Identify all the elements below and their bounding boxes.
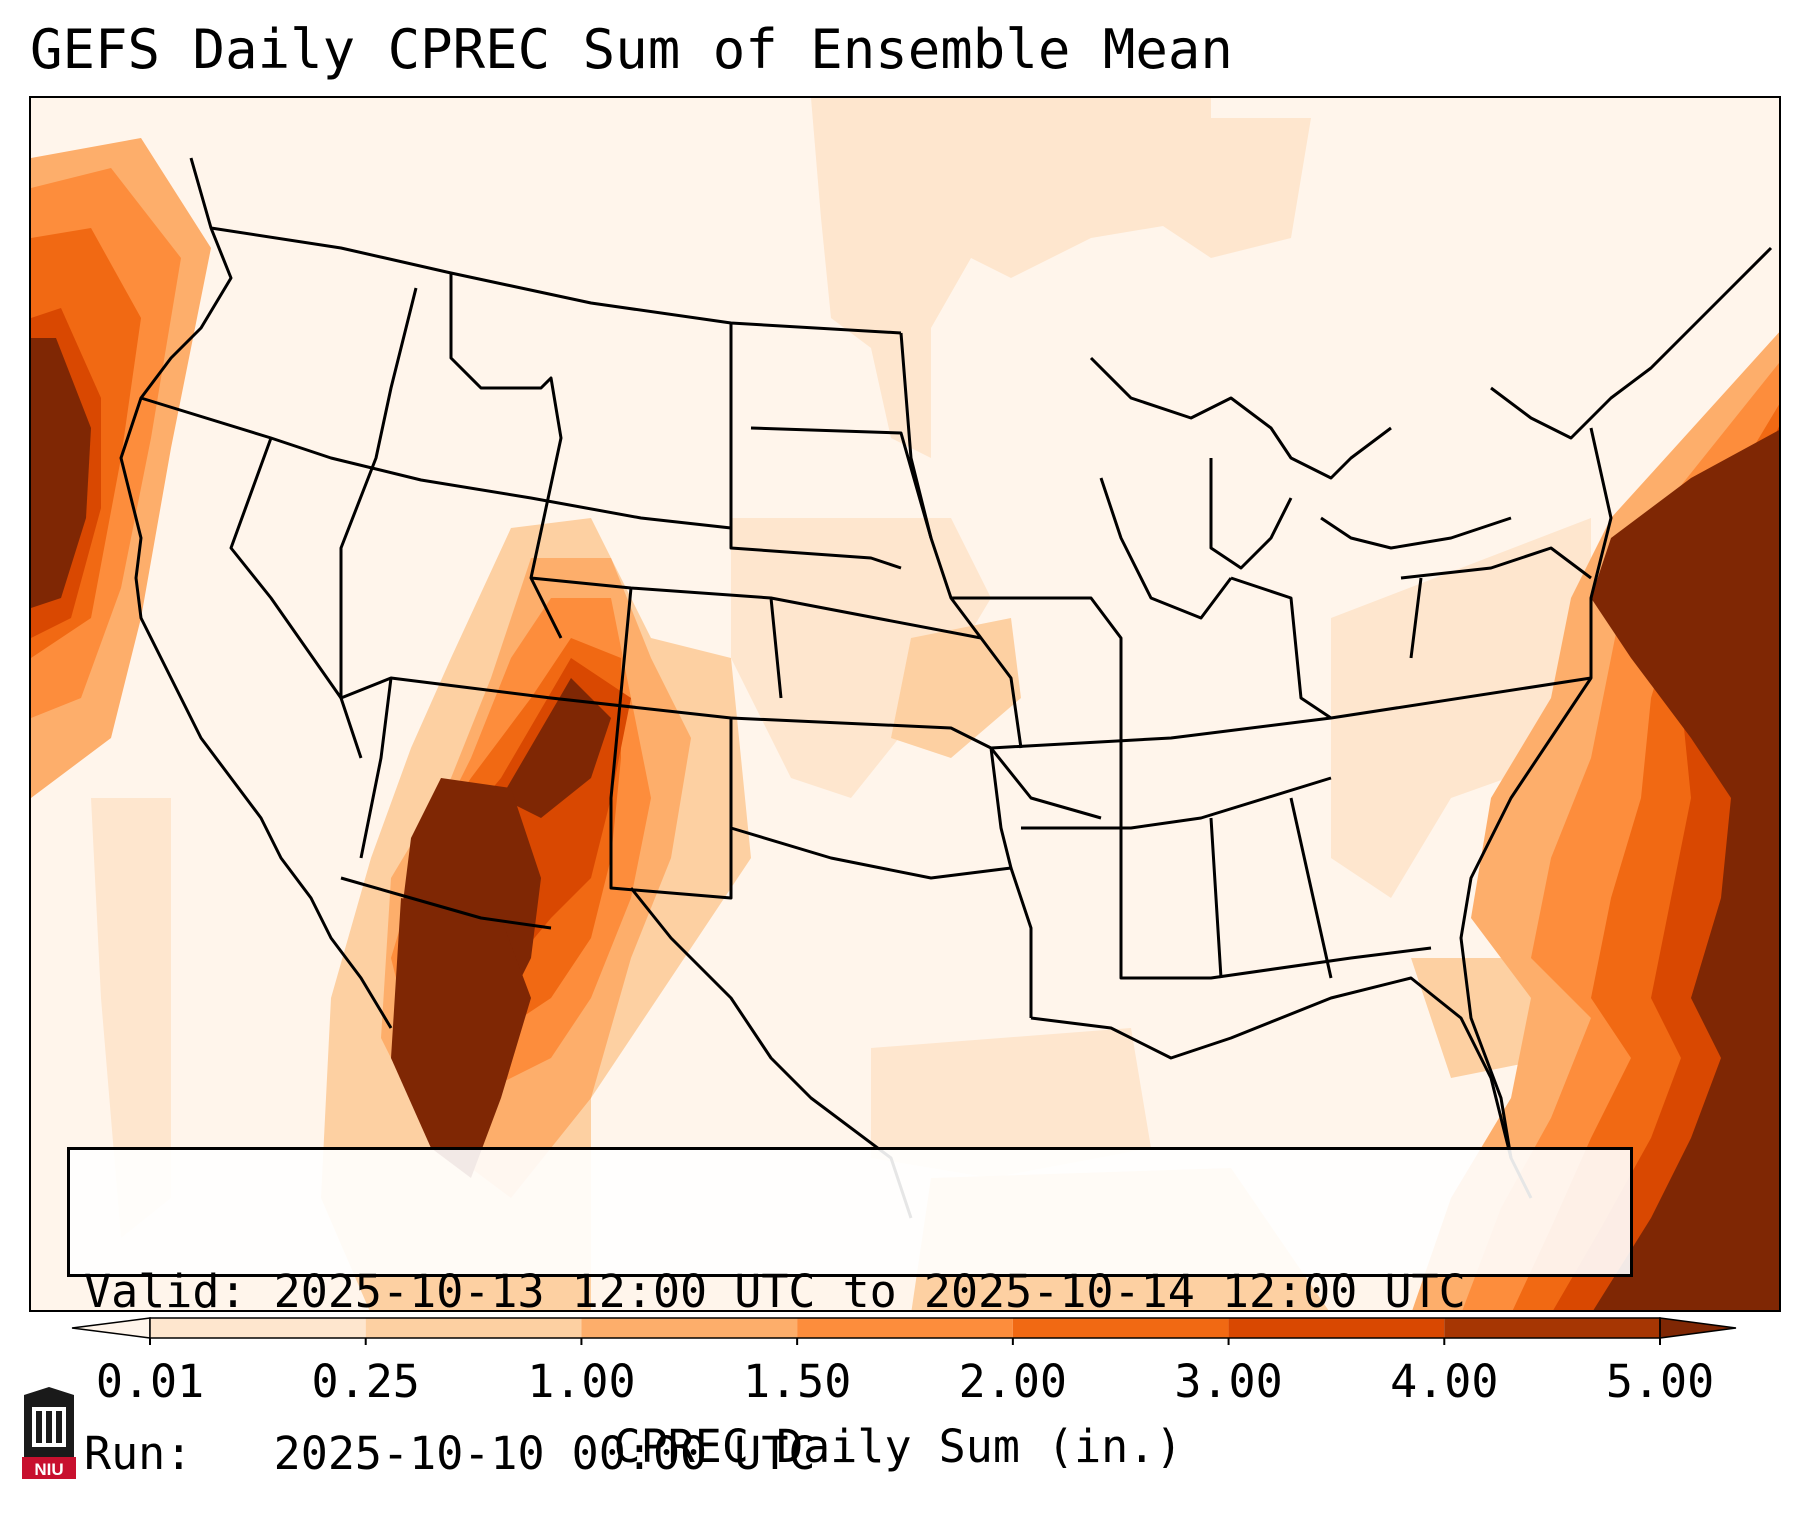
precip-map — [31, 98, 1779, 1310]
colorbar-segment — [581, 1318, 798, 1338]
colorbar-segment — [150, 1318, 366, 1338]
colorbar-segment — [1444, 1318, 1660, 1338]
map-title: GEFS Daily CPREC Sum of Ensemble Mean — [30, 18, 1233, 81]
colorbar-segments — [71, 1317, 1737, 1339]
colorbar-border — [149, 1317, 1661, 1339]
colorbar-tick-label: 1.00 — [527, 1355, 636, 1408]
colorbar-tick-label: 0.25 — [311, 1355, 420, 1408]
colorbar-tick-label: 5.00 — [1605, 1355, 1715, 1408]
valid-time: 2025-10-13 12:00 UTC to 2025-10-14 12:00… — [273, 1265, 1466, 1318]
colorbar-segment — [797, 1318, 1013, 1338]
colorbar-tick-label: 4.00 — [1390, 1355, 1499, 1408]
run-info-box: Valid: 2025-10-13 12:00 UTC to 2025-10-1… — [67, 1147, 1633, 1480]
colorbar-tick-label: 3.00 — [1174, 1355, 1283, 1408]
run-time-line: Run: 2025-10-10 00:00 UTC — [84, 1427, 1630, 1481]
valid-label: Valid: — [84, 1265, 247, 1318]
colorbar-extend-max — [1659, 1317, 1737, 1339]
colorbar-tick-label: 0.01 — [95, 1355, 205, 1408]
state-boundaries — [119, 157, 1773, 1219]
svg-text:NIU: NIU — [34, 1460, 63, 1479]
colorbar-extend-min — [71, 1317, 151, 1339]
run-label: Run: — [84, 1427, 193, 1480]
colorbar-segment — [365, 1318, 582, 1338]
colorbar-segment — [1228, 1318, 1445, 1338]
valid-time-line: Valid: 2025-10-13 12:00 UTC to 2025-10-1… — [84, 1265, 1630, 1319]
colorbar-ticks — [149, 1338, 1661, 1345]
colorbar — [71, 1317, 1737, 1345]
precip-field — [31, 98, 1779, 1310]
colorbar-tick-label: 1.50 — [742, 1355, 852, 1408]
map-panel[interactable] — [29, 96, 1781, 1312]
colorbar-label: CPREC Daily Sum (in.) — [613, 1420, 1183, 1473]
niu-logo: NIU — [22, 1387, 76, 1479]
run-time: 2025-10-10 00:00 UTC — [273, 1427, 816, 1480]
colorbar-tick-label: 2.00 — [958, 1355, 1068, 1408]
colorbar-segment — [1012, 1318, 1229, 1338]
